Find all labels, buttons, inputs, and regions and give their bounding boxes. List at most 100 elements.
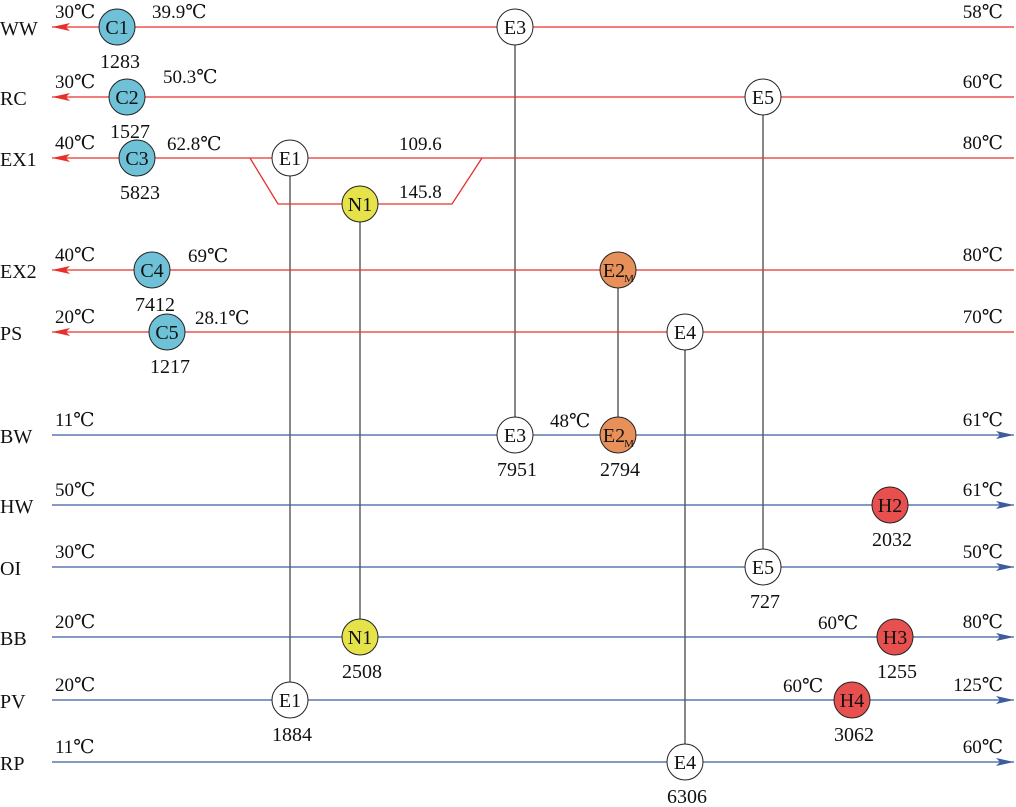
unit-duty: 1283 (100, 51, 140, 73)
unit-circle (833, 681, 871, 719)
stream-ps (52, 328, 1014, 336)
unit-h3: H3 (876, 618, 914, 656)
unit-e4: E4 (666, 743, 704, 781)
stream-name: PS (0, 323, 22, 345)
unit-label: C1 (105, 17, 128, 39)
stream-name: OI (0, 558, 21, 580)
stream-oi (52, 563, 1014, 571)
unit-label: E4 (674, 322, 696, 344)
arrow-right-icon (996, 563, 1014, 571)
unit-duty: 6306 (667, 786, 707, 807)
unit-duty: 3062 (834, 724, 874, 746)
stream-name: RC (0, 88, 27, 110)
unit-duty: 2794 (600, 459, 640, 481)
unit-circle (341, 618, 379, 656)
stream-right-temp: 125℃ (953, 675, 1003, 696)
unit-circle (98, 8, 136, 46)
unit-e3: E3 (496, 416, 534, 454)
stream-left-temp: 40℃ (55, 133, 95, 154)
stream-right-temp: 60℃ (963, 737, 1003, 758)
intermediate-temp: 28.1℃ (195, 308, 250, 329)
unit-circle (599, 416, 637, 454)
arrow-left-icon (52, 93, 70, 101)
unit-label: H3 (883, 627, 907, 649)
arrow-right-icon (996, 696, 1014, 704)
unit-subscript: M (624, 273, 634, 285)
unit-subscript: M (624, 438, 634, 450)
stream-right-temp: 80℃ (963, 133, 1003, 154)
unit-label: E4 (674, 752, 696, 774)
unit-e4: E4 (666, 313, 704, 351)
unit-circle (871, 486, 909, 524)
unit-c3: C3 (118, 139, 156, 177)
unit-e5: E5 (744, 548, 782, 586)
stream-name: EX1 (0, 149, 37, 171)
unit-e1: E1 (271, 681, 309, 719)
unit-e5: E5 (744, 78, 782, 116)
stream-name: EX2 (0, 261, 37, 283)
intermediate-temp: 145.8 (399, 182, 442, 203)
stream-left-temp: 20℃ (55, 675, 95, 696)
unit-duty: 727 (750, 591, 780, 613)
unit-label: E2 (603, 425, 625, 447)
intermediate-temp: 62.8℃ (167, 134, 222, 155)
unit-label: C3 (125, 148, 148, 170)
stream-right-temp: 80℃ (963, 612, 1003, 633)
unit-circle (271, 139, 309, 177)
unit-duty: 2032 (872, 529, 912, 551)
stream-right-temp: 58℃ (963, 2, 1003, 23)
stream-left-temp: 30℃ (55, 72, 95, 93)
unit-duty: 1255 (877, 661, 917, 683)
stream-left-temp: 30℃ (55, 542, 95, 563)
arrow-left-icon (52, 23, 70, 31)
stream-name: BW (0, 426, 32, 448)
unit-c1: C1 (98, 8, 136, 46)
unit-n1: N1 (341, 185, 379, 223)
unit-label: N1 (348, 627, 372, 649)
unit-duty: 5823 (120, 182, 160, 204)
unit-circle (666, 743, 704, 781)
stream-right-temp: 61℃ (963, 480, 1003, 501)
unit-duty: 2508 (342, 661, 382, 683)
stream-left-temp: 11℃ (55, 410, 95, 431)
unit-label: E5 (752, 557, 774, 579)
stream-left-temp: 11℃ (55, 737, 95, 758)
unit-duty: 7412 (135, 294, 175, 316)
stream-left-temp: 20℃ (55, 307, 95, 328)
unit-label: E3 (504, 425, 526, 447)
intermediate-temp: 39.9℃ (152, 2, 207, 23)
stream-right-temp: 70℃ (963, 307, 1003, 328)
unit-h4: H4 (833, 681, 871, 719)
link-layer (289, 27, 764, 762)
unit-label: E1 (279, 148, 301, 170)
unit-circle (341, 185, 379, 223)
unit-circle (271, 681, 309, 719)
unit-label: C2 (115, 87, 138, 109)
unit-label: H4 (840, 690, 864, 712)
unit-e3: E3 (496, 8, 534, 46)
unit-c2: C2 (108, 78, 146, 116)
unit-circle (744, 548, 782, 586)
stream-left-temp: 20℃ (55, 612, 95, 633)
unit-h2: H2 (871, 486, 909, 524)
unit-duty: 1527 (110, 121, 150, 143)
unit-circle (108, 78, 146, 116)
stream-bb (52, 633, 1014, 641)
unit-c5: C5 (148, 313, 186, 351)
stream-right-temp: 80℃ (963, 245, 1003, 266)
unit-circle (744, 78, 782, 116)
stream-left-temp: 50℃ (55, 480, 95, 501)
stream-left-temp: 40℃ (55, 245, 95, 266)
stream-name: WW (0, 18, 38, 40)
stream-ex1 (52, 154, 1014, 162)
intermediate-temp: 69℃ (188, 246, 228, 267)
stream-rp (52, 758, 1014, 766)
arrow-right-icon (996, 501, 1014, 509)
intermediate-temp: 48℃ (550, 411, 590, 432)
stream-rc (52, 93, 1014, 101)
stream-hw (52, 501, 1014, 509)
intermediate-temp: 50.3℃ (163, 67, 218, 88)
